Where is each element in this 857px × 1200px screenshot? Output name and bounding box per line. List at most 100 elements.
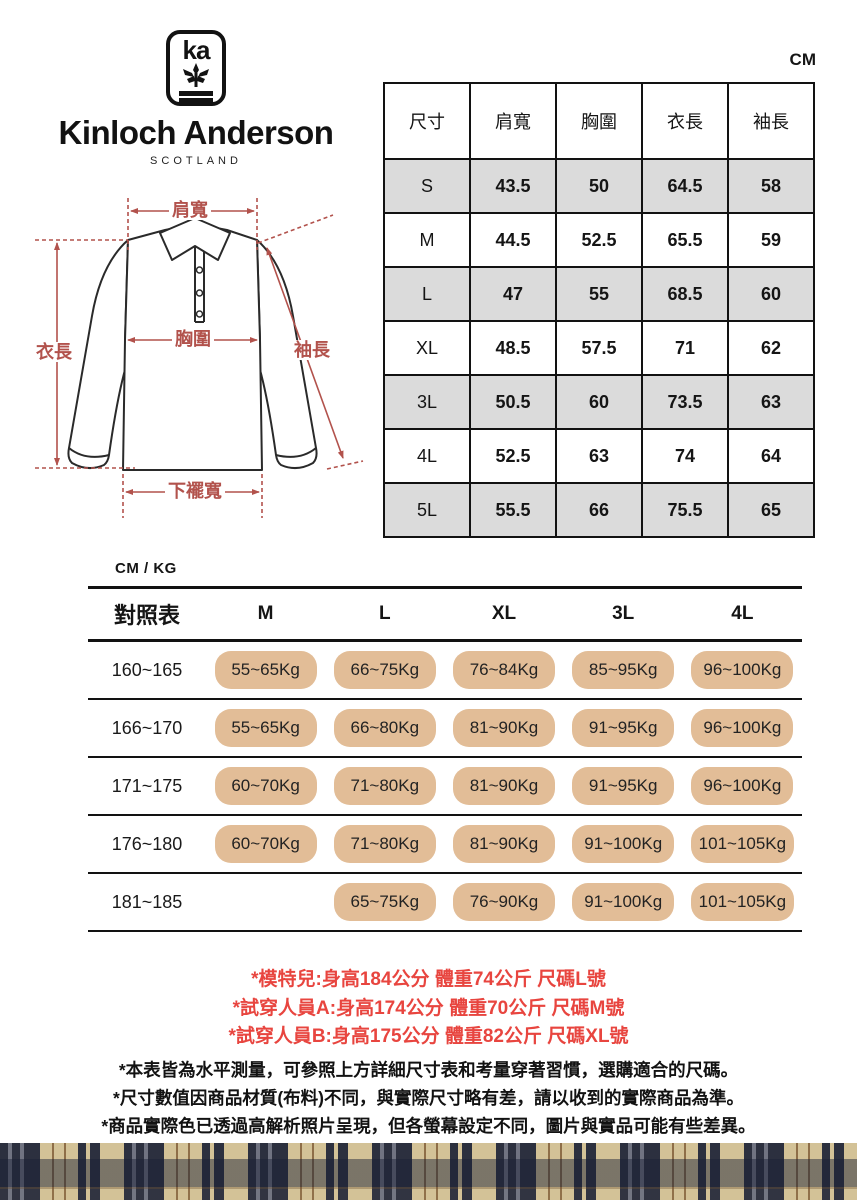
size-cell: S: [383, 158, 471, 214]
measure-cell: 57.5: [555, 320, 643, 376]
measure-cell: 60: [727, 266, 815, 322]
measure-cell: 74: [641, 428, 729, 484]
weight-row: 166~170 55~65Kg 66~80Kg 81~90Kg 91~95Kg …: [88, 700, 802, 758]
weight-header-size: XL: [491, 603, 517, 624]
size-row: L 47 55 68.5 60: [383, 266, 815, 322]
weight-pill: 71~80Kg: [333, 767, 436, 805]
fit-notes-red: *模特兒:身高184公分 體重74公斤 尺碼L號 *試穿人員A:身高174公分 …: [0, 966, 857, 1052]
tartan-footer-strip: [0, 1143, 857, 1200]
weight-pill: 66~80Kg: [333, 709, 436, 747]
weight-comparison-section: CM / KG 對照表 M L XL 3L 4L 160~165 55~65Kg…: [88, 560, 802, 932]
size-table-header: 衣長: [641, 82, 729, 160]
disclaimer-note: *商品實際色已透過高解析照片呈現，但各螢幕設定不同，圖片與實品可能有些差異。: [101, 1116, 756, 1136]
measure-cell: 60: [555, 374, 643, 430]
measure-cell: 63: [727, 374, 815, 430]
weight-pill: 60~70Kg: [214, 825, 317, 863]
shirt-measurement-diagram: 肩寬 胸圍 衣長 袖長 下襬寬: [15, 190, 377, 524]
height-range: 166~170: [111, 717, 183, 738]
weight-pill: 65~75Kg: [333, 883, 436, 921]
weight-header-size: L: [378, 603, 391, 624]
weight-pill: 91~95Kg: [572, 709, 675, 747]
weight-pill: 91~100Kg: [572, 825, 675, 863]
shoulder-width-label: 肩寬: [169, 200, 211, 220]
weight-pill: 81~90Kg: [452, 709, 555, 747]
weight-pill: 91~100Kg: [572, 883, 675, 921]
size-row: 4L 52.5 63 74 64: [383, 428, 815, 484]
measure-cell: 43.5: [469, 158, 557, 214]
weight-pill: 71~80Kg: [333, 825, 436, 863]
size-table: 尺寸 肩寬 胸圍 衣長 袖長 S 43.5 50 64.5 58 M 44.5 …: [383, 82, 815, 538]
measure-cell: 47: [469, 266, 557, 322]
measure-cell: 59: [727, 212, 815, 268]
weight-pill: 91~95Kg: [572, 767, 675, 805]
polo-shirt-illustration: [35, 198, 364, 518]
height-range: 171~175: [111, 775, 183, 796]
measure-cell: 50: [555, 158, 643, 214]
size-cell: XL: [383, 320, 471, 376]
weight-row: 176~180 60~70Kg 71~80Kg 81~90Kg 91~100Kg…: [88, 816, 802, 874]
height-range: 176~180: [111, 833, 183, 854]
measure-cell: 44.5: [469, 212, 557, 268]
measure-cell: 50.5: [469, 374, 557, 430]
sleeve-length-label: 袖長: [291, 340, 333, 360]
measure-cell: 75.5: [641, 482, 729, 538]
measure-cell: 65.5: [641, 212, 729, 268]
size-row: XL 48.5 57.5 71 62: [383, 320, 815, 376]
size-cell: M: [383, 212, 471, 268]
measure-cell: 73.5: [641, 374, 729, 430]
weight-pill: 96~100Kg: [691, 651, 794, 689]
disclaimer-note: *尺寸數值因商品材質(布料)不同，與實際尺寸略有差，請以收到的實際商品為準。: [113, 1088, 744, 1108]
weight-row: 181~185 65~75Kg 76~90Kg 91~100Kg 101~105…: [88, 874, 802, 932]
disclaimer-notes: *本表皆為水平測量，可參照上方詳細尺寸表和考量穿著習慣，選購適合的尺碼。 *尺寸…: [0, 1056, 857, 1140]
measure-cell: 63: [555, 428, 643, 484]
weight-pill: 81~90Kg: [452, 767, 555, 805]
measure-cell: 65: [727, 482, 815, 538]
measure-cell: 58: [727, 158, 815, 214]
weight-pill: 101~105Kg: [690, 883, 795, 921]
brand-badge-monogram: ka: [182, 35, 211, 65]
size-row: 5L 55.5 66 75.5 65: [383, 482, 815, 538]
measure-cell: 48.5: [469, 320, 557, 376]
size-row: M 44.5 52.5 65.5 59: [383, 212, 815, 268]
brand-name: Kinloch Anderson: [58, 114, 334, 151]
measure-cell: 64.5: [641, 158, 729, 214]
size-row: S 43.5 50 64.5 58: [383, 158, 815, 214]
weight-table-header-row: 對照表 M L XL 3L 4L: [88, 586, 802, 642]
weight-row: 171~175 60~70Kg 71~80Kg 81~90Kg 91~95Kg …: [88, 758, 802, 816]
weight-pill: 85~95Kg: [572, 651, 675, 689]
thistle-icon: [183, 63, 209, 87]
weight-pill: 55~65Kg: [214, 709, 317, 747]
size-table-header-row: 尺寸 肩寬 胸圍 衣長 袖長: [383, 82, 815, 160]
weight-row: 160~165 55~65Kg 66~75Kg 76~84Kg 85~95Kg …: [88, 642, 802, 700]
weight-pill: 96~100Kg: [691, 767, 794, 805]
weight-pill: 96~100Kg: [691, 709, 794, 747]
hem-width-label: 下襬寬: [165, 481, 225, 501]
measure-cell: 71: [641, 320, 729, 376]
size-cell: L: [383, 266, 471, 322]
measure-cell: 52.5: [469, 428, 557, 484]
unit-label-cm-kg: CM / KG: [115, 560, 177, 577]
badge-bar: [179, 98, 213, 103]
size-table-header: 肩寬: [469, 82, 557, 160]
weight-header-size: 3L: [612, 603, 635, 624]
size-cell: 3L: [383, 374, 471, 430]
weight-pill: 60~70Kg: [214, 767, 317, 805]
measure-cell: 55: [555, 266, 643, 322]
fit-note: *試穿人員B:身高175公分 體重82公斤 尺碼XL號: [228, 1026, 629, 1047]
badge-bar: [179, 91, 213, 96]
size-cell: 5L: [383, 482, 471, 538]
weight-header-size: 4L: [731, 603, 754, 624]
size-cell: 4L: [383, 428, 471, 484]
weight-pill: 55~65Kg: [214, 651, 317, 689]
weight-table-title: 對照表: [113, 603, 180, 628]
weight-pill: 76~90Kg: [452, 883, 555, 921]
height-range: 181~185: [111, 891, 183, 912]
weight-header-size: M: [257, 603, 274, 624]
weight-pill: 101~105Kg: [690, 825, 795, 863]
brand-logo: ka Kinloch Anderson SCOTLAND: [38, 30, 354, 167]
chest-width-label: 胸圍: [172, 329, 214, 349]
measure-cell: 52.5: [555, 212, 643, 268]
brand-badge: ka: [166, 30, 226, 106]
fit-note: *模特兒:身高184公分 體重74公斤 尺碼L號: [251, 969, 606, 990]
